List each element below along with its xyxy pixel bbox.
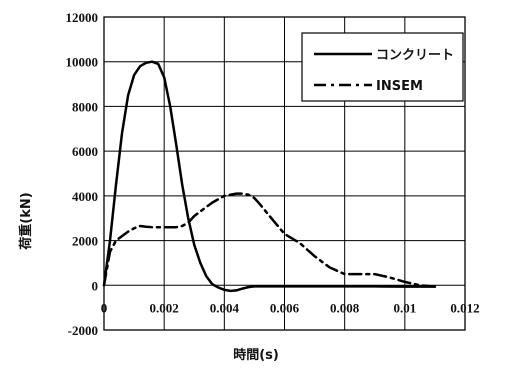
y-tick-label: -2000	[68, 323, 98, 338]
series-line-insem	[102, 192, 437, 288]
x-tick-label: 0.01	[393, 300, 416, 315]
y-tick-label: 2000	[72, 234, 98, 249]
y-tick-label: 6000	[72, 144, 98, 159]
x-axis-title: 時間(s)	[233, 347, 279, 363]
series-layer	[102, 60, 437, 293]
chart-legend: コンクリート INSEM	[301, 32, 464, 102]
x-axis-tick-labels: 0 0.002 0.004 0.006 0.008 0.01 0.012	[101, 300, 480, 315]
y-tick-label: 10000	[66, 55, 99, 70]
plot-frame	[103, 16, 466, 331]
plot-area	[103, 16, 466, 331]
y-tick-label: 0	[92, 278, 99, 293]
y-axis-title: 荷重(kN)	[18, 192, 34, 250]
series-line-concrete	[102, 60, 437, 293]
y-tick-label: 12000	[66, 10, 99, 25]
x-tick-label: 0.004	[210, 300, 240, 315]
x-tick-label: 0.002	[150, 300, 179, 315]
y-tick-label: 8000	[72, 99, 98, 114]
y-tick-label: 4000	[72, 189, 98, 204]
legend-label-concrete: コンクリート	[376, 48, 454, 63]
x-tick-label: 0.006	[270, 300, 300, 315]
y-axis-tick-labels: 12000 10000 8000 6000 4000 2000 0 -2000	[66, 10, 99, 338]
chart-grid	[103, 16, 466, 331]
legend-box	[301, 32, 464, 102]
x-tick-label: 0	[101, 300, 108, 315]
legend-label-insem: INSEM	[376, 79, 423, 94]
x-tick-label: 0.012	[450, 300, 479, 315]
x-tick-label: 0.008	[330, 300, 360, 315]
